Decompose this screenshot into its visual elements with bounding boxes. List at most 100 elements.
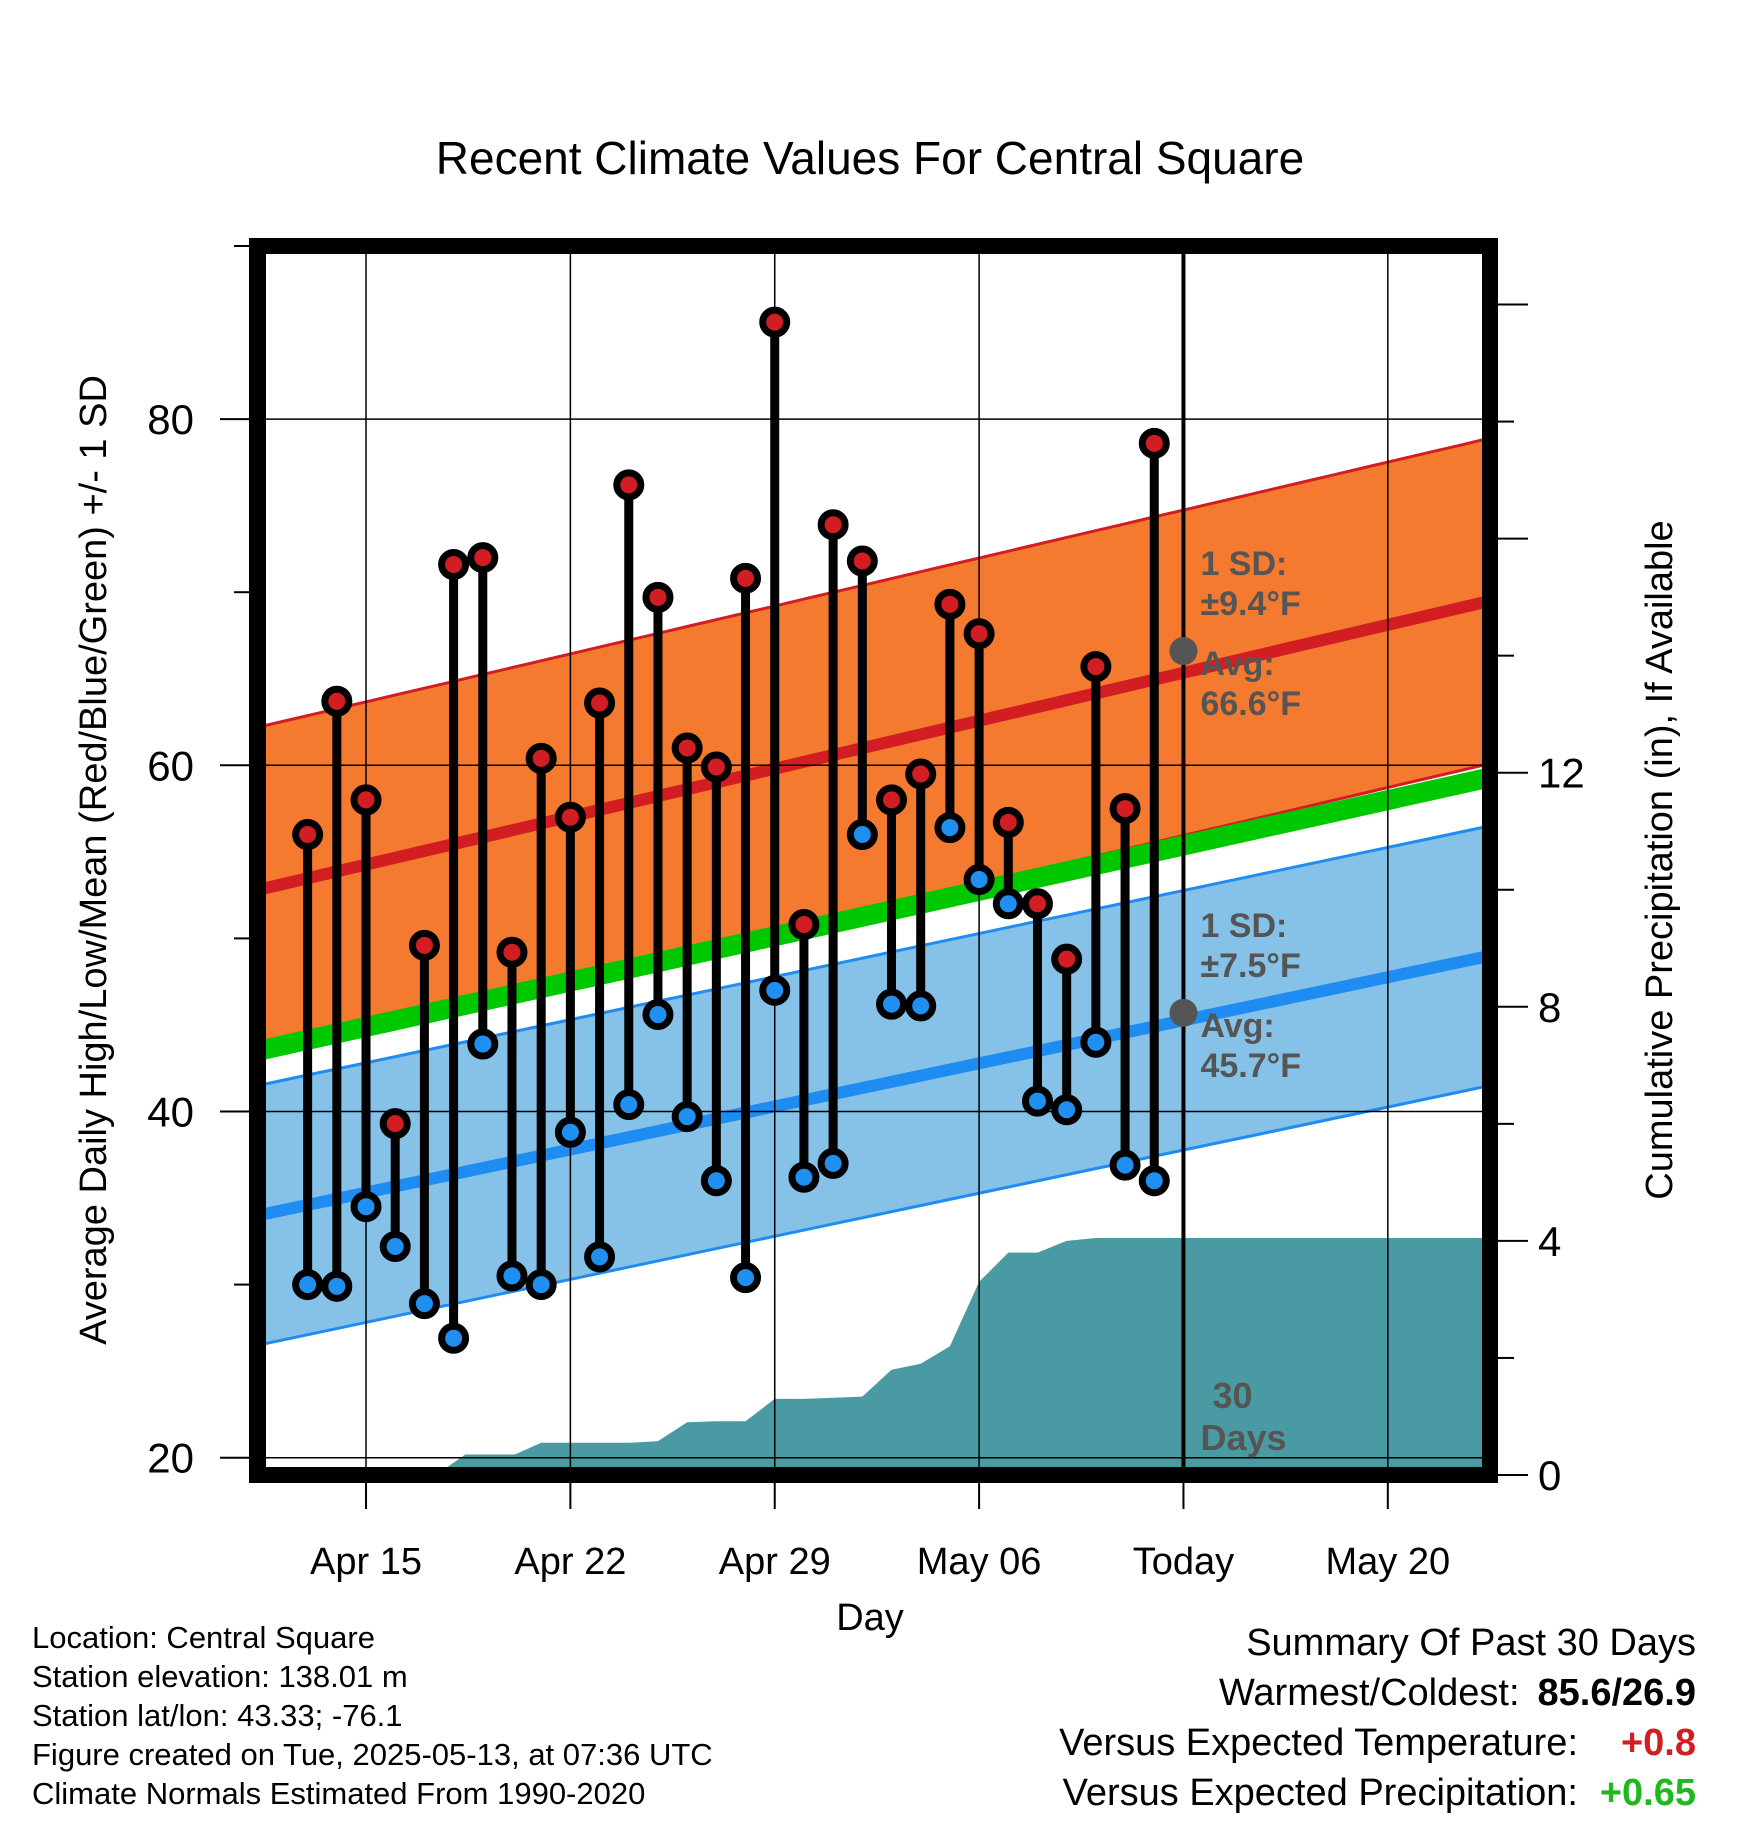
latlon-text: Station lat/lon: 43.33; -76.1 — [32, 1698, 403, 1733]
obs-low-point — [496, 1260, 528, 1292]
obs-low-point — [876, 988, 908, 1020]
x-axis-label: Day — [836, 1597, 904, 1639]
obs-high-point — [379, 1108, 411, 1140]
precip-anomaly-row: Versus Expected Precipitation: +0.65 — [1059, 1768, 1696, 1818]
obs-high-point — [292, 819, 324, 851]
temp-anomaly-value: +0.8 — [1620, 1722, 1696, 1764]
left-tick-label-40: 40 — [147, 1088, 194, 1135]
obs-low-point — [992, 888, 1024, 920]
summary-title: Summary Of Past 30 Days — [1246, 1622, 1696, 1664]
obs-high-point — [905, 758, 937, 790]
left-tick-label-80: 80 — [147, 396, 194, 443]
right-tick-label-8: 8 — [1538, 984, 1561, 1031]
days-label-word: Days — [1200, 1417, 1286, 1458]
high-band-upper-edge — [258, 436, 1490, 729]
warmest-label: Warmest/Coldest: — [1218, 1672, 1520, 1714]
low-sd-value: ±7.5°F — [1200, 947, 1300, 985]
obs-high-point — [934, 588, 966, 620]
obs-high-point — [1109, 793, 1141, 825]
obs-low-point — [1138, 1165, 1170, 1197]
obs-low-point — [350, 1191, 382, 1223]
obs-high-point — [467, 542, 499, 574]
station-info: Location: Central Square Station elevati… — [32, 1618, 713, 1813]
obs-low-point — [408, 1288, 440, 1320]
plot-frame — [250, 238, 1498, 1483]
temp-anomaly-label: Versus Expected Temperature: — [1059, 1722, 1578, 1764]
days-label-number: 30 — [1212, 1375, 1252, 1416]
obs-low-point — [817, 1147, 849, 1179]
high-avg-value: 66.6°F — [1200, 685, 1301, 723]
obs-low-point — [671, 1101, 703, 1133]
low-avg-value: 45.7°F — [1200, 1047, 1301, 1085]
obs-high-point — [730, 562, 762, 594]
obs-low-point — [846, 819, 878, 851]
obs-low-point — [584, 1241, 616, 1273]
precip-anomaly-value: +0.65 — [1599, 1772, 1696, 1814]
obs-high-point — [963, 618, 995, 650]
x-tick-label-today: Today — [1133, 1541, 1234, 1583]
obs-high-point — [700, 751, 732, 783]
obs-low-point — [554, 1116, 586, 1148]
obs-low-point — [934, 812, 966, 844]
obs-low-point — [1080, 1026, 1112, 1058]
left-axis-tick-labels: 20 40 60 80 — [147, 396, 194, 1482]
obs-high-point — [846, 545, 878, 577]
high-avg-marker — [1169, 637, 1198, 666]
low-band-lower-edge — [258, 1084, 1490, 1347]
observation-stems — [292, 306, 1170, 1354]
x-tick-label-may-20: May 20 — [1326, 1541, 1451, 1583]
obs-low-point — [525, 1269, 557, 1301]
x-tick-label-apr-15: Apr 15 — [310, 1541, 422, 1583]
obs-low-point — [613, 1089, 645, 1121]
low-sd-label: 1 SD: — [1200, 907, 1287, 945]
obs-low-point — [379, 1231, 411, 1263]
obs-high-point — [1138, 427, 1170, 459]
right-axis-tick-labels: 0 4 8 12 — [1538, 750, 1585, 1499]
obs-low-point — [963, 864, 995, 896]
low-avg-marker — [1169, 998, 1198, 1027]
obs-low-point — [642, 999, 674, 1031]
left-tick-label-20: 20 — [147, 1435, 194, 1482]
obs-low-point — [1051, 1094, 1083, 1126]
obs-low-point — [321, 1270, 353, 1302]
obs-high-point — [759, 306, 791, 338]
left-axis-label: Average Daily High/Low/Mean (Red/Blue/Gr… — [73, 375, 115, 1345]
right-tick-label-4: 4 — [1538, 1218, 1561, 1265]
right-axis-label: Cumulative Precipitation (in), If Availa… — [1639, 520, 1681, 1199]
obs-low-point — [292, 1269, 324, 1301]
obs-low-point — [1109, 1149, 1141, 1181]
right-tick-label-0: 0 — [1538, 1452, 1561, 1499]
warmest-value: 85.6/26.9 — [1537, 1672, 1696, 1714]
high-avg-label: Avg: — [1200, 645, 1274, 683]
obs-high-point — [584, 687, 616, 719]
obs-low-point — [700, 1165, 732, 1197]
high-sd-value: ±9.4°F — [1200, 585, 1300, 623]
high-sd-label: 1 SD: — [1200, 545, 1287, 583]
obs-high-point — [642, 581, 674, 613]
obs-low-point — [788, 1161, 820, 1193]
x-tick-label-apr-29: Apr 29 — [719, 1541, 831, 1583]
low-band-upper-edge — [258, 824, 1490, 1087]
obs-high-point — [1080, 651, 1112, 683]
low-avg-label: Avg: — [1200, 1007, 1274, 1045]
chart-title: Recent Climate Values For Central Square — [436, 132, 1304, 184]
normal-high-line — [258, 595, 1490, 896]
obs-high-point — [350, 784, 382, 816]
created-text: Figure created on Tue, 2025-05-13, at 07… — [32, 1737, 713, 1772]
summary-heading: Summary Of Past 30 Days — [1059, 1618, 1696, 1668]
obs-low-point — [730, 1262, 762, 1294]
summary-panel: Summary Of Past 30 Days Warmest/Coldest:… — [1059, 1618, 1696, 1818]
normal-low-line — [258, 949, 1490, 1222]
temp-anomaly-row: Versus Expected Temperature: +0.8 — [1059, 1718, 1696, 1768]
obs-high-point — [1021, 888, 1053, 920]
obs-high-point — [496, 936, 528, 968]
x-axis-tick-labels: Apr 15 Apr 22 Apr 29 May 06 Today May 20 — [310, 1541, 1450, 1583]
obs-low-point — [467, 1028, 499, 1060]
elevation-text: Station elevation: 138.01 m — [32, 1659, 408, 1694]
obs-low-point — [438, 1322, 470, 1354]
obs-high-point — [788, 909, 820, 941]
obs-high-point — [1051, 943, 1083, 975]
obs-high-point — [525, 742, 557, 774]
